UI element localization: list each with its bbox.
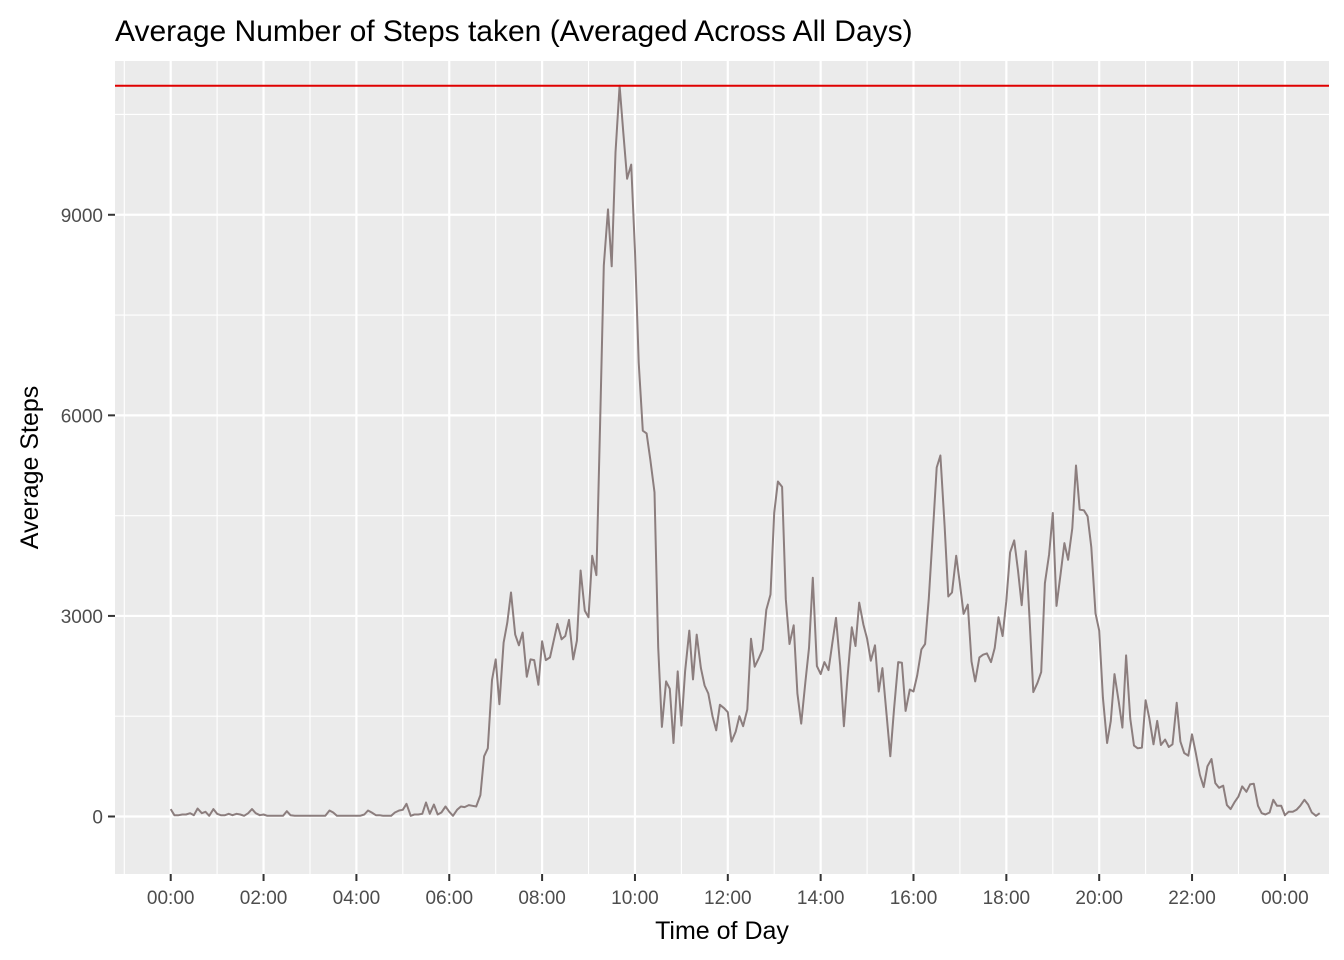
- x-tick-label: 12:00: [704, 888, 752, 909]
- x-axis-title: Time of Day: [655, 917, 789, 945]
- x-tick-label: 20:00: [1075, 888, 1123, 909]
- series-line-0: [169, 84, 1321, 817]
- plot-panel: [115, 61, 1329, 874]
- x-axis: 00:00 02:00 04:00 06:00 08:00 10:00 12:00 14:00…: [147, 874, 1309, 909]
- y-axis: 0 3000 6000 9000: [61, 206, 115, 829]
- x-tick-label: 00:00: [147, 888, 195, 909]
- major-gridlines: [115, 61, 1329, 874]
- x-tick-label: 00:00: [1261, 888, 1309, 909]
- x-tick-label: 18:00: [983, 888, 1031, 909]
- x-tick-label: 10:00: [611, 888, 659, 909]
- x-tick-label: 06:00: [425, 888, 473, 909]
- x-tick-label: 16:00: [890, 888, 938, 909]
- chart-title: Average Number of Steps taken (Averaged …: [115, 15, 913, 48]
- x-tick-label: 22:00: [1168, 888, 1216, 909]
- y-axis-title: Average Steps: [16, 386, 44, 550]
- y-tick-label: 9000: [61, 206, 103, 227]
- y-tick-label: 6000: [61, 406, 103, 427]
- series-layer: [169, 84, 1321, 817]
- y-tick-label: 0: [92, 808, 103, 829]
- y-tick-label: 3000: [61, 607, 103, 628]
- x-tick-label: 04:00: [333, 888, 381, 909]
- x-tick-label: 02:00: [240, 888, 288, 909]
- x-tick-label: 08:00: [518, 888, 566, 909]
- minor-gridlines: [115, 61, 1329, 874]
- x-tick-label: 14:00: [797, 888, 845, 909]
